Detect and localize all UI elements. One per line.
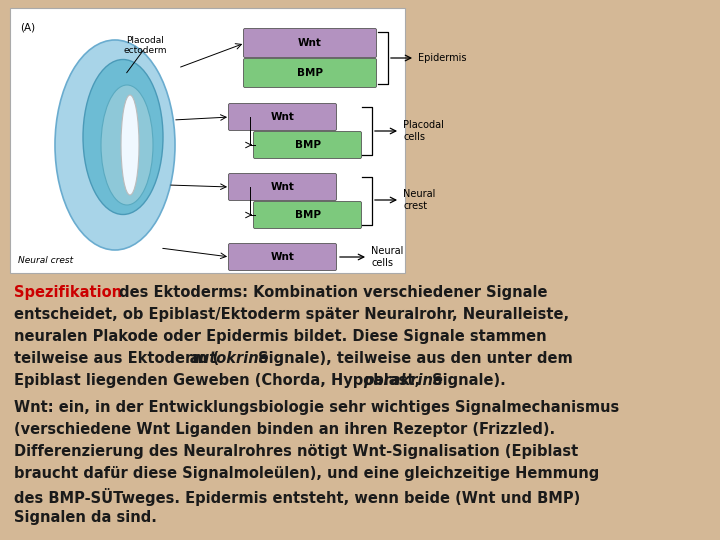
FancyBboxPatch shape	[10, 8, 405, 273]
FancyBboxPatch shape	[243, 29, 377, 57]
FancyBboxPatch shape	[253, 132, 361, 159]
Text: BMP: BMP	[294, 210, 320, 220]
Ellipse shape	[55, 40, 175, 250]
Text: Signale).: Signale).	[427, 373, 505, 388]
FancyBboxPatch shape	[243, 58, 377, 87]
Text: BMP: BMP	[297, 68, 323, 78]
Text: Signale), teilweise aus den unter dem: Signale), teilweise aus den unter dem	[253, 351, 572, 366]
Text: Signalen da sind.: Signalen da sind.	[14, 510, 157, 525]
Text: Placodal
ectoderm: Placodal ectoderm	[123, 36, 167, 56]
Text: Wnt: Wnt	[271, 182, 294, 192]
Text: parakrine: parakrine	[363, 373, 443, 388]
Text: Wnt: Wnt	[298, 38, 322, 48]
Text: Wnt: ein, in der Entwicklungsbiologie sehr wichtiges Signalmechanismus: Wnt: ein, in der Entwicklungsbiologie se…	[14, 400, 619, 415]
Text: Spezifikation: Spezifikation	[14, 285, 122, 300]
Text: des BMP-SÜTweges. Epidermis entsteht, wenn beide (Wnt und BMP): des BMP-SÜTweges. Epidermis entsteht, we…	[14, 488, 580, 506]
Text: BMP: BMP	[294, 140, 320, 150]
Text: braucht dafür diese Signalmoleülen), und eine gleichzeitige Hemmung: braucht dafür diese Signalmoleülen), und…	[14, 466, 599, 481]
Text: Epidermis: Epidermis	[418, 53, 467, 63]
Text: Neural crest: Neural crest	[18, 256, 73, 265]
Text: Differenzierung des Neuralrohres nötigt Wnt-Signalisation (Epiblast: Differenzierung des Neuralrohres nötigt …	[14, 444, 578, 459]
Text: teilweise aus Ektoderm (: teilweise aus Ektoderm (	[14, 351, 220, 366]
Text: des Ektoderms: Kombination verschiedener Signale: des Ektoderms: Kombination verschiedener…	[114, 285, 547, 300]
Text: Wnt: Wnt	[271, 112, 294, 122]
Text: (A): (A)	[20, 22, 35, 32]
FancyBboxPatch shape	[228, 173, 336, 200]
Ellipse shape	[83, 59, 163, 214]
Text: Neural
cells: Neural cells	[371, 246, 403, 268]
Ellipse shape	[101, 85, 153, 205]
Text: Placodal
cells: Placodal cells	[403, 120, 444, 142]
Text: (verschiedene Wnt Liganden binden an ihren Rezeptor (Frizzled).: (verschiedene Wnt Liganden binden an ihr…	[14, 422, 555, 437]
FancyBboxPatch shape	[228, 244, 336, 271]
Ellipse shape	[121, 95, 139, 195]
Text: Neural
crest: Neural crest	[403, 189, 436, 211]
Text: entscheidet, ob Epiblast/Ektoderm später Neuralrohr, Neuralleiste,: entscheidet, ob Epiblast/Ektoderm später…	[14, 307, 569, 322]
Text: neuralen Plakode oder Epidermis bildet. Diese Signale stammen: neuralen Plakode oder Epidermis bildet. …	[14, 329, 546, 344]
Text: autokrine: autokrine	[190, 351, 269, 366]
FancyBboxPatch shape	[228, 104, 336, 131]
Text: Epiblast liegenden Geweben (Chorda, Hypoblast,: Epiblast liegenden Geweben (Chorda, Hypo…	[14, 373, 426, 388]
Text: Wnt: Wnt	[271, 252, 294, 262]
FancyBboxPatch shape	[253, 201, 361, 228]
